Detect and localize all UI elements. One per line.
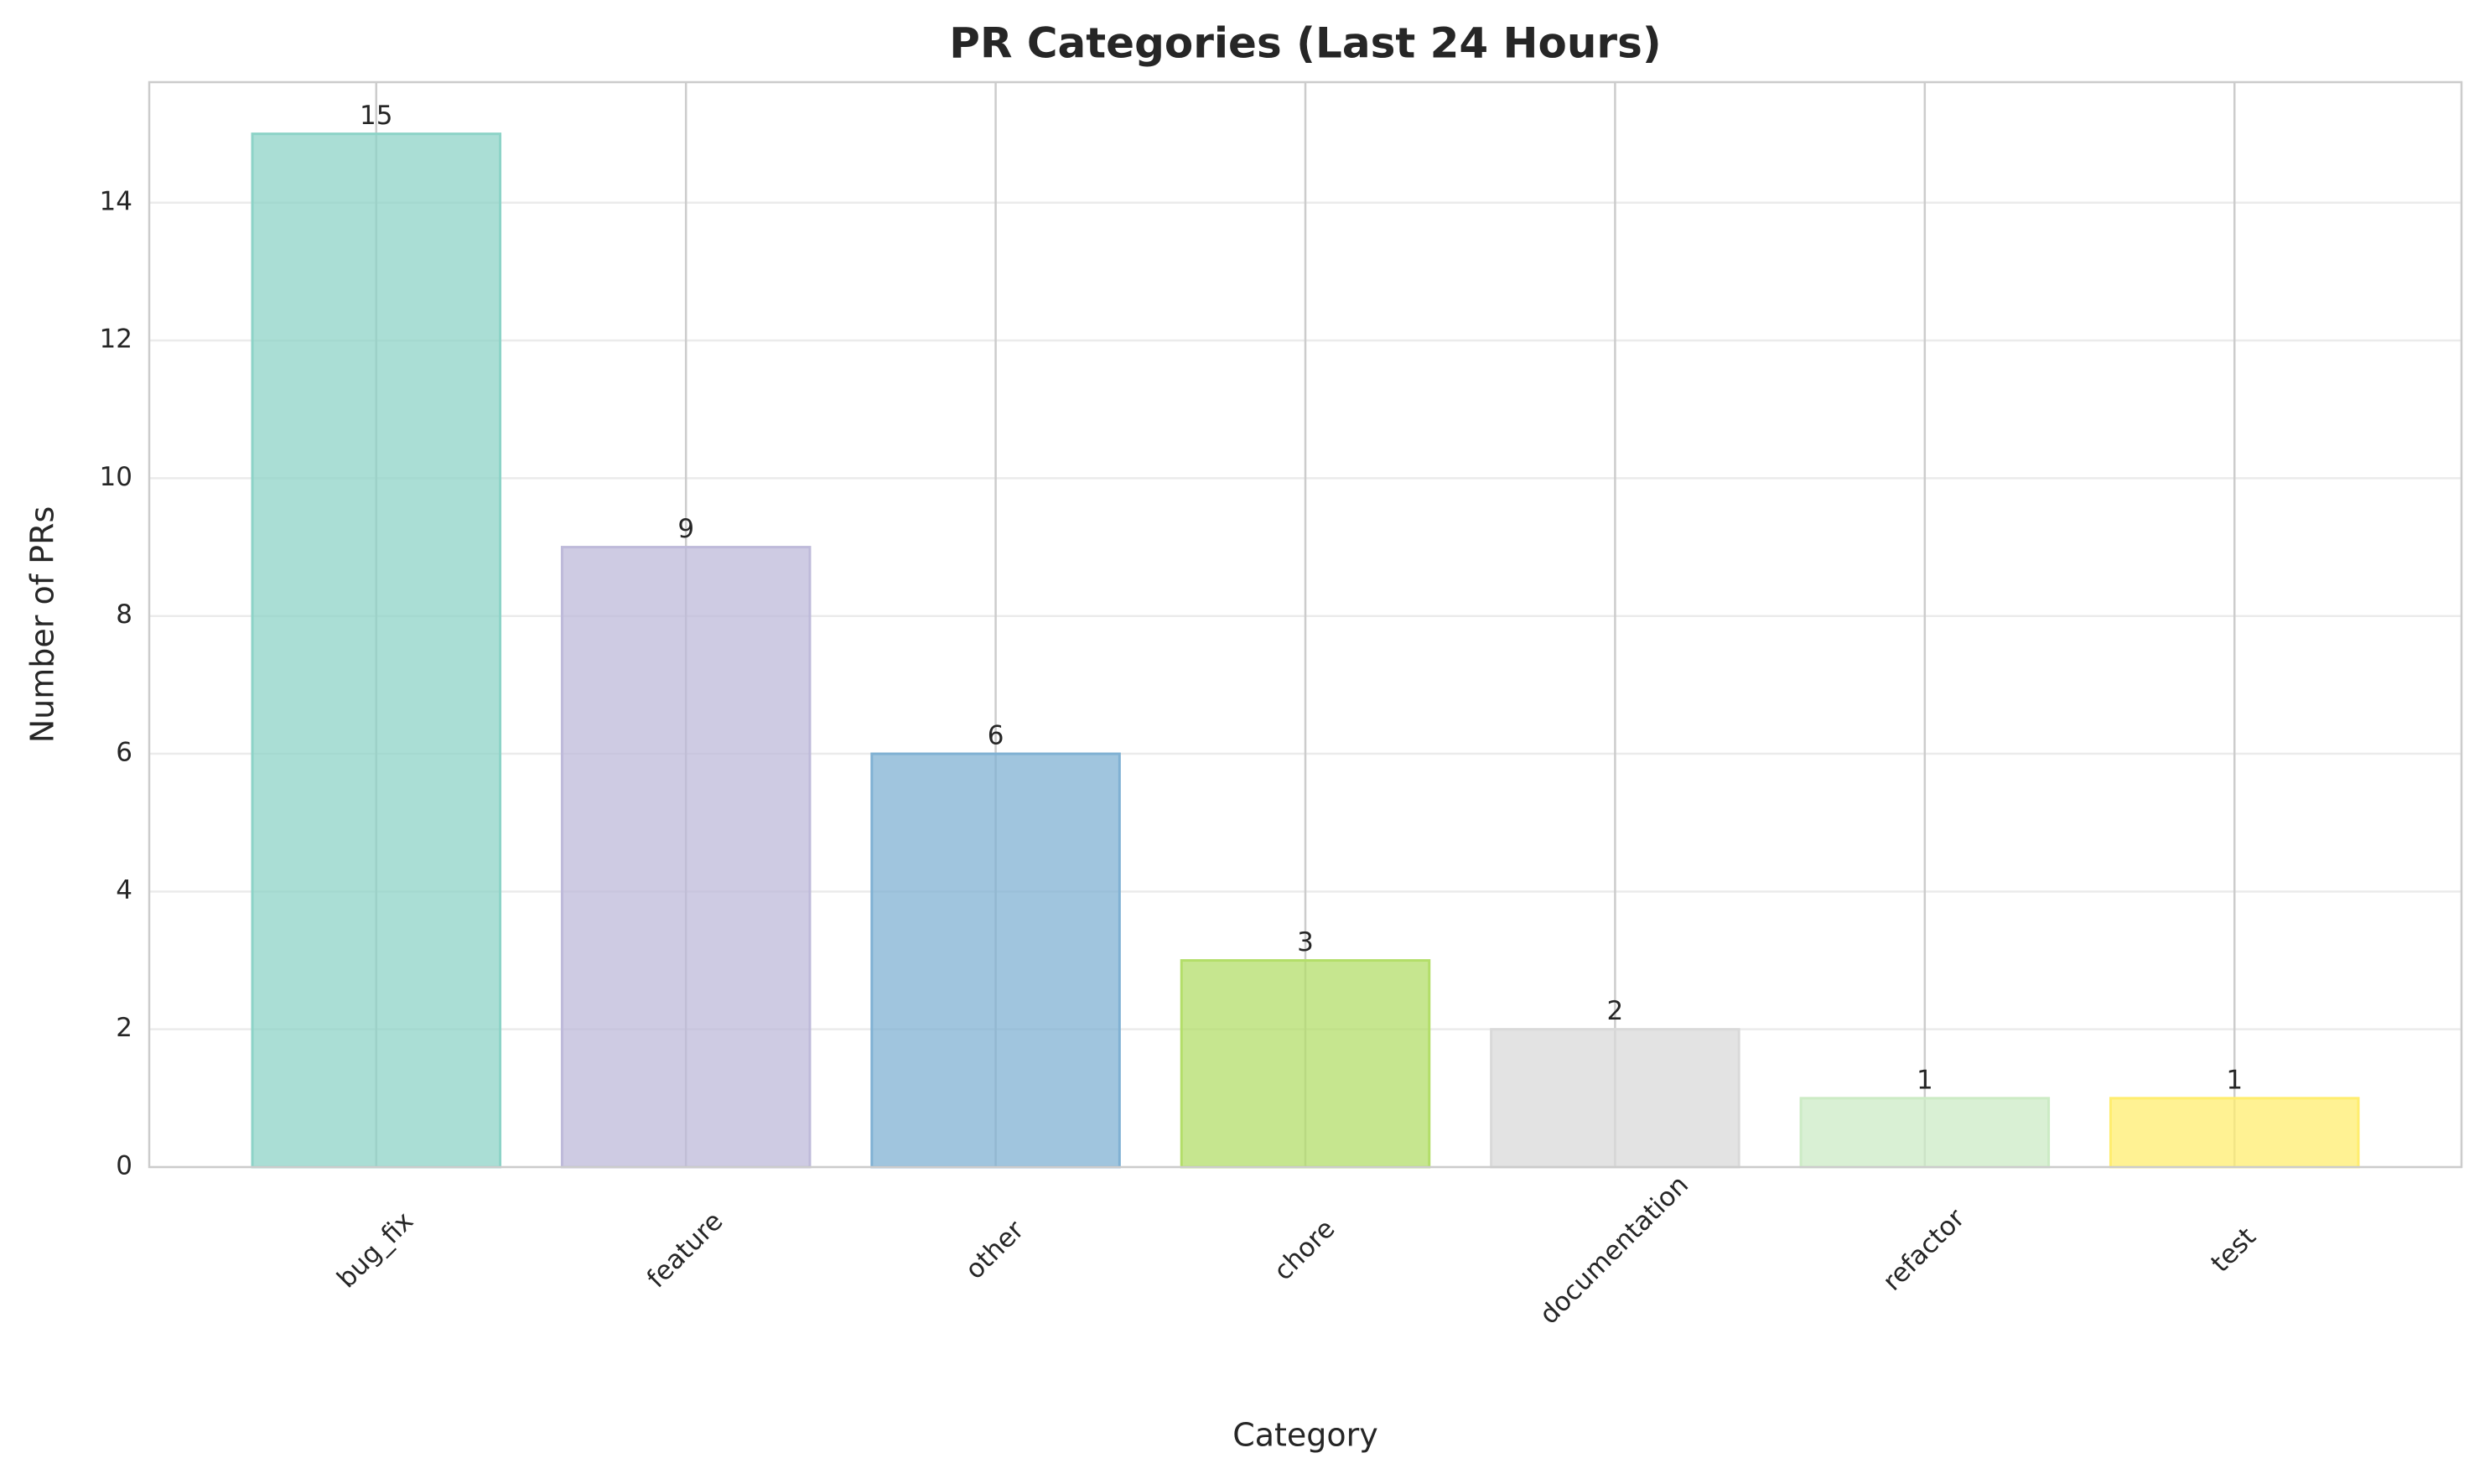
y-tick-label: 10 <box>100 462 132 492</box>
value-label: 1 <box>2226 1065 2243 1095</box>
bar <box>251 132 502 1169</box>
y-tick-label: 4 <box>116 875 132 905</box>
bar <box>1490 1028 1740 1169</box>
value-label: 6 <box>988 721 1004 751</box>
y-tick-label: 6 <box>116 738 132 768</box>
y-axis-label: Number of PRs <box>24 506 61 744</box>
y-tick-label: 0 <box>116 1151 132 1181</box>
y-tick-label: 12 <box>100 324 132 355</box>
bar <box>1799 1097 2051 1169</box>
value-label: 2 <box>1607 996 1624 1026</box>
value-label: 9 <box>677 514 694 544</box>
x-axis-label: Category <box>1232 1417 1378 1454</box>
value-label: 1 <box>1917 1065 1933 1095</box>
bar <box>560 546 812 1169</box>
y-tick-label: 8 <box>116 599 132 630</box>
bar <box>1180 959 1431 1169</box>
axes-frame <box>148 80 2463 1169</box>
value-label: 3 <box>1297 927 1314 957</box>
y-tick-label: 14 <box>100 186 132 216</box>
y-tick-label: 2 <box>116 1013 132 1043</box>
bar <box>870 752 1121 1169</box>
chart-title: PR Categories (Last 24 Hours) <box>949 19 1661 68</box>
value-label: 15 <box>360 101 392 131</box>
bar <box>2109 1097 2360 1169</box>
